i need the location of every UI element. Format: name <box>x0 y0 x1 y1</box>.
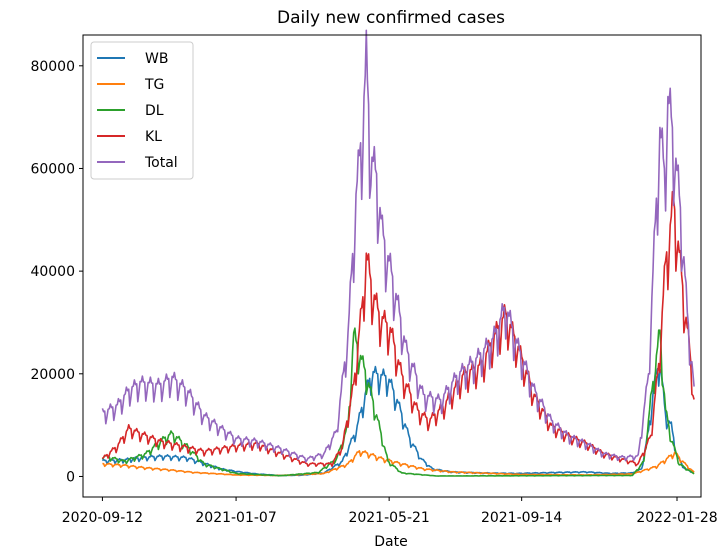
x-tick-label: 2021-01-07 <box>195 510 276 526</box>
series-line-wb <box>101 365 695 477</box>
x-tick-label: 2022-01-28 <box>636 510 717 526</box>
x-axis: 2020-09-12 2021-01-07 2021-05-21 2021-09-14… <box>62 497 718 526</box>
x-tick-label: 2021-05-21 <box>348 510 429 526</box>
chart-title: Daily new confirmed cases <box>277 8 505 28</box>
series-line-kl <box>101 190 695 467</box>
legend-label-wb: WB <box>145 51 168 67</box>
y-tick-label: 80000 <box>30 59 75 75</box>
y-tick-label: 0 <box>66 469 75 485</box>
plot-frame <box>82 34 702 498</box>
legend-label-tg: TG <box>144 77 164 93</box>
legend-box <box>90 41 194 180</box>
series-lines <box>101 29 695 477</box>
x-tick-label: 2020-09-12 <box>62 510 143 526</box>
y-axis: 0 20000 40000 60000 80000 <box>30 59 83 485</box>
series-line-dl <box>101 327 695 477</box>
legend-label-total: Total <box>144 155 178 171</box>
series-line-total <box>101 29 695 463</box>
x-tick-label: 2021-09-14 <box>481 510 562 526</box>
y-tick-label: 60000 <box>30 161 75 177</box>
y-tick-label: 20000 <box>30 367 75 383</box>
legend-label-kl: KL <box>145 129 162 145</box>
legend: WB TG DL KL Total <box>90 41 194 180</box>
x-axis-label: Date <box>374 534 407 550</box>
legend-label-dl: DL <box>145 103 164 119</box>
y-tick-label: 40000 <box>30 264 75 280</box>
